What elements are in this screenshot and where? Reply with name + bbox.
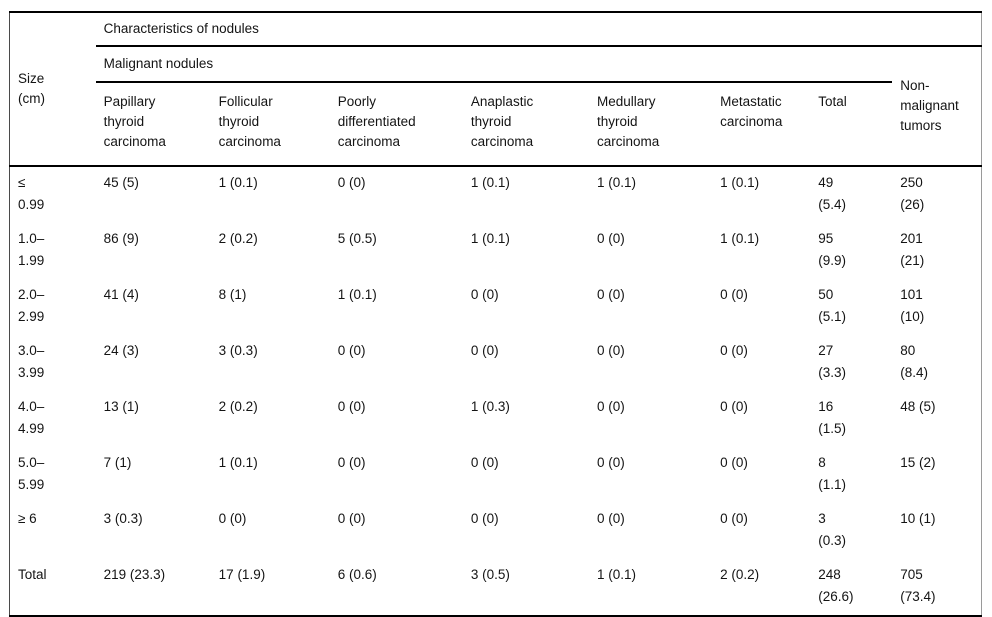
header-row-malignant: Malignant nodules Non- malignant tumors [10,46,982,167]
data-cell: 0 (0) [337,399,366,414]
data-cell: 0 (0) [470,343,499,358]
data-cell: 41 (4) [103,287,139,302]
data-cell: 1 (0.1) [337,287,377,302]
data-cell: 0 (0) [337,455,366,470]
row-label: ≥ 6 [18,511,37,526]
data-cell: 50 (5.1) [818,287,846,324]
data-cell: 10 (1) [900,511,936,526]
data-cell: 1 (0.1) [470,231,510,246]
data-cell: 0 (0) [597,287,625,302]
column-header: Anaplastic thyroid carcinoma [462,82,590,167]
row-label: 2.0– 2.99 [18,287,45,324]
data-cell: 5 (0.5) [337,231,377,246]
data-cell: 0 (0) [597,399,625,414]
row-label: 1.0– 1.99 [18,231,45,268]
column-header: Poorly differentiated carcinoma [329,82,463,167]
data-cell: 27 (3.3) [818,343,846,380]
data-cell: 0 (0) [470,511,499,526]
column-header: Follicular thyroid carcinoma [210,82,330,167]
data-cell: 16 (1.5) [818,399,846,436]
data-cell: 2 (0.2) [218,399,258,414]
table-header: Size (cm) Characteristics of nodules Mal… [9,12,982,167]
data-cell: 0 (0) [470,287,499,302]
data-cell: 8 (1.1) [818,455,846,492]
header-row-characteristics: Size (cm) Characteristics of nodules [9,12,982,167]
data-cell: 0 (0) [597,511,625,526]
data-cell: 49 (5.4) [818,175,846,212]
data-cell: 80 (8.4) [900,343,929,380]
data-cell: 0 (0) [597,231,625,246]
data-cell: 1 (0.1) [218,175,258,190]
data-cell: 45 (5) [103,175,139,190]
table-row: 1.0– 1.99 86 (9) 2 (0.2) 5 (0.5) 1 (0.1) 0 (0… [10,223,982,279]
data-cell: 0 (0) [720,511,748,526]
data-cell: 3 (0.5) [470,567,510,582]
header-row-columns: Papillary thyroid carcinoma Follicular th… [10,82,982,167]
data-cell: 1 (0.3) [470,399,510,414]
table-row: 3.0– 3.99 24 (3) 3 (0.3) 0 (0) 0 (0) 0 (0) 0 (… [10,335,982,391]
table-row: ≤ 0.99 45 (5) 1 (0.1) 0 (0) 1 (0.1) 1 (0.1) 1 … [10,166,982,223]
data-cell: 8 (1) [218,287,247,302]
column-header: Medullary thyroid carcinoma [589,82,713,167]
column-header: Metastatic carcinoma [712,82,811,167]
data-cell: 17 (1.9) [218,567,266,582]
data-cell: 13 (1) [103,399,139,414]
size-column-header: Size (cm) [9,12,96,167]
data-cell: 3 (0.3) [218,343,258,358]
row-label: 4.0– 4.99 [18,399,45,436]
data-cell: 3 (0.3) [818,511,846,548]
data-cell: 15 (2) [900,455,936,470]
data-cell: 48 (5) [900,399,936,414]
data-cell: 101 (10) [900,287,925,324]
data-cell: 1 (0.1) [597,175,637,190]
column-header: Total [810,82,893,167]
non-malignant-column-header: Non- malignant tumors [892,46,982,167]
row-label: 5.0– 5.99 [18,455,45,492]
malignant-group-header: Malignant nodules [95,46,893,83]
data-cell: 0 (0) [470,455,499,470]
data-cell: 0 (0) [597,455,625,470]
row-label: 3.0– 3.99 [18,343,45,380]
data-cell: 2 (0.2) [218,231,258,246]
data-cell: 0 (0) [337,343,366,358]
data-cell: 0 (0) [337,175,366,190]
data-cell: 248 (26.6) [818,567,854,604]
data-cell: 705 (73.4) [900,567,936,604]
data-cell: 201 (21) [900,231,925,268]
table-row: Total 219 (23.3) 17 (1.9) 6 (0.6) 3 (0.5) 1 (… [10,559,982,616]
data-cell: 219 (23.3) [103,567,166,582]
row-label: Total [18,567,47,582]
nodules-table-container: Size (cm) Characteristics of nodules Mal… [9,11,982,617]
table-body: ≤ 0.99 45 (5) 1 (0.1) 0 (0) 1 (0.1) 1 (0.1) 1 … [10,166,982,616]
column-header: Papillary thyroid carcinoma [95,82,211,167]
data-cell: 95 (9.9) [818,231,846,268]
data-cell: 7 (1) [103,455,132,470]
table-row: ≥ 6 3 (0.3) 0 (0) 0 (0) 0 (0) 0 (0) 0 (0) 3 (0.… [10,503,982,559]
data-cell: 0 (0) [720,287,748,302]
row-label: ≤ 0.99 [18,175,45,212]
data-cell: 0 (0) [720,455,748,470]
data-cell: 250 (26) [900,175,925,212]
table-row: 4.0– 4.99 13 (1) 2 (0.2) 0 (0) 1 (0.3) 0 (0) 0… [10,391,982,447]
table-row: 5.0– 5.99 7 (1) 1 (0.1) 0 (0) 0 (0) 0 (0) 0 (0… [10,447,982,503]
table-row: 2.0– 2.99 41 (4) 8 (1) 1 (0.1) 0 (0) 0 (0) 0 (… [10,279,982,335]
nodules-table: Size (cm) Characteristics of nodules Mal… [9,11,982,617]
data-cell: 0 (0) [218,511,247,526]
data-cell: 1 (0.1) [218,455,258,470]
data-cell: 24 (3) [103,343,139,358]
data-cell: 1 (0.1) [470,175,510,190]
data-cell: 0 (0) [720,343,748,358]
data-cell: 1 (0.1) [597,567,637,582]
data-cell: 0 (0) [337,511,366,526]
data-cell: 3 (0.3) [103,511,143,526]
data-cell: 86 (9) [103,231,139,246]
data-cell: 6 (0.6) [337,567,377,582]
data-cell: 0 (0) [597,343,625,358]
data-cell: 1 (0.1) [720,231,760,246]
data-cell: 2 (0.2) [720,567,760,582]
data-cell: 1 (0.1) [720,175,760,190]
characteristics-group-header: Characteristics of nodules [95,12,982,47]
data-cell: 0 (0) [720,399,748,414]
